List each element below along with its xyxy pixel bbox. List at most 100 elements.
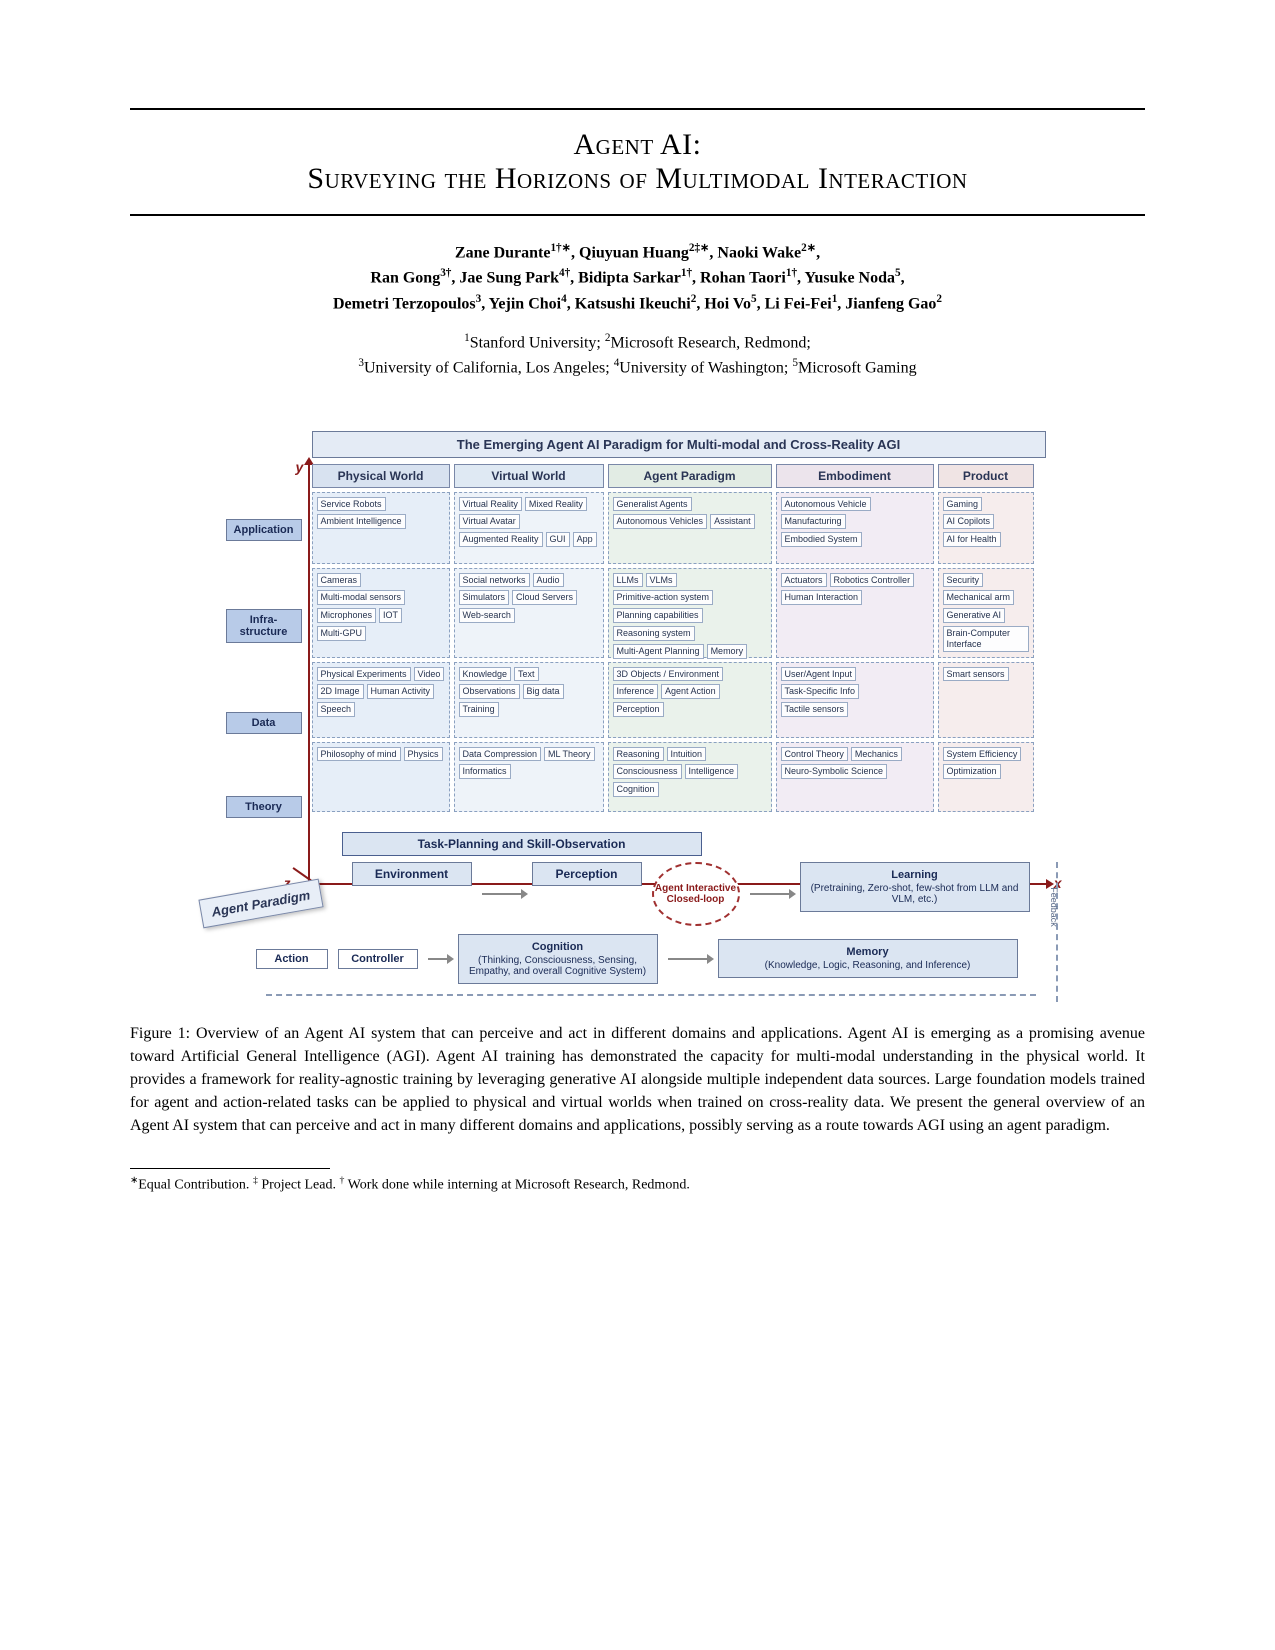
row-label-application: Application: [226, 519, 302, 541]
chip: Service Robots: [317, 497, 386, 512]
arrow-icon: [428, 958, 448, 960]
figure-caption: Figure 1: Overview of an Agent AI system…: [130, 1022, 1145, 1138]
chip: Simulators: [459, 590, 510, 605]
cell-thy-virtual: Data CompressionML TheoryInformatics: [454, 742, 604, 812]
chip: Web-search: [459, 608, 515, 623]
top-rule: [130, 108, 1145, 110]
cognition-sub: (Thinking, Consciousness, Sensing, Empat…: [467, 955, 649, 977]
chip: Consciousness: [613, 764, 682, 779]
closed-loop: Agent Interactive Closed-loop: [652, 862, 740, 926]
cell-dat-embodiment: User/Agent InputTask-Specific InfoTactil…: [776, 662, 934, 738]
chip: Planning capabilities: [613, 608, 703, 623]
chip: LLMs: [613, 573, 643, 588]
memory-title: Memory: [846, 946, 888, 958]
chip: Cameras: [317, 573, 362, 588]
chip: Human Interaction: [781, 590, 863, 605]
arrow-icon: [482, 893, 522, 895]
chip: Agent Action: [661, 684, 720, 699]
chip: Perception: [613, 702, 664, 717]
chip: Mechanical arm: [943, 590, 1015, 605]
chip: 2D Image: [317, 684, 364, 699]
chip: Virtual Avatar: [459, 514, 520, 529]
arrow-icon: [750, 893, 790, 895]
cell-app-product: GamingAI CopilotsAI for Health: [938, 492, 1034, 564]
box-cognition: Cognition (Thinking, Consciousness, Sens…: [458, 934, 658, 984]
box-controller: Controller: [338, 949, 418, 969]
row-theory: Philosophy of mindPhysics Data Compressi…: [312, 742, 1048, 812]
feedback-line: [1056, 862, 1058, 1002]
chip: Video: [414, 667, 445, 682]
chip: Training: [459, 702, 499, 717]
chip: Autonomous Vehicle: [781, 497, 871, 512]
cell-dat-physical: Physical ExperimentsVideo2D ImageHuman A…: [312, 662, 450, 738]
chip: Assistant: [710, 514, 755, 529]
chip: Intelligence: [685, 764, 739, 779]
cell-dat-product: Smart sensors: [938, 662, 1034, 738]
chip: Ambient Intelligence: [317, 514, 406, 529]
chip: Security: [943, 573, 984, 588]
cell-app-physical: Service Robots Ambient Intelligence: [312, 492, 450, 564]
chip: Physical Experiments: [317, 667, 411, 682]
chip: AI Copilots: [943, 514, 995, 529]
chip: GUI: [546, 532, 570, 547]
chip: Mixed Reality: [525, 497, 587, 512]
chip: Social networks: [459, 573, 530, 588]
chip: Multi-GPU: [317, 626, 367, 641]
chip: Generalist Agents: [613, 497, 692, 512]
chip: Robotics Controller: [830, 573, 915, 588]
chip: Observations: [459, 684, 520, 699]
chip: App: [573, 532, 597, 547]
chip: IOT: [379, 608, 402, 623]
col-embodiment: Embodiment: [776, 464, 934, 488]
cell-thy-agent: ReasoningIntuitionConsciousnessIntellige…: [608, 742, 772, 812]
arrow-icon: [668, 958, 708, 960]
chip: Task-Specific Info: [781, 684, 860, 699]
chip: Actuators: [781, 573, 827, 588]
col-physical-world: Physical World: [312, 464, 450, 488]
col-product: Product: [938, 464, 1034, 488]
cell-dat-virtual: KnowledgeTextObservationsBig dataTrainin…: [454, 662, 604, 738]
title-line-2: Surveying the Horizons of Multimodal Int…: [130, 162, 1145, 196]
authors-line-1: Zane Durante1†∗, Qiuyuan Huang2‡∗, Naoki…: [130, 240, 1145, 265]
chip: Smart sensors: [943, 667, 1009, 682]
cell-thy-product: System EfficiencyOptimization: [938, 742, 1034, 812]
chip: Knowledge: [459, 667, 512, 682]
chip: Cloud Servers: [512, 590, 577, 605]
chip: Tactile sensors: [781, 702, 849, 717]
learning-title: Learning: [891, 869, 937, 881]
title-block: Agent AI: Surveying the Horizons of Mult…: [130, 128, 1145, 196]
cell-inf-physical: CamerasMulti-modal sensorsMicrophonesIOT…: [312, 568, 450, 658]
chip: Inference: [613, 684, 659, 699]
chip: Data Compression: [459, 747, 542, 762]
col-agent-paradigm: Agent Paradigm: [608, 464, 772, 488]
feedback-label: Feedback: [1049, 887, 1059, 927]
chip: Primitive-action system: [613, 590, 714, 605]
chip: AI for Health: [943, 532, 1001, 547]
cell-app-virtual: Virtual RealityMixed Reality Virtual Avat…: [454, 492, 604, 564]
chip: Autonomous Vehicles: [613, 514, 708, 529]
chip: Reasoning: [613, 747, 664, 762]
axis-y-label: y: [296, 459, 304, 475]
chip: Generative AI: [943, 608, 1006, 623]
chip: Virtual Reality: [459, 497, 522, 512]
authors: Zane Durante1†∗, Qiuyuan Huang2‡∗, Naoki…: [130, 240, 1145, 316]
chip: 3D Objects / Environment: [613, 667, 724, 682]
cell-thy-embodiment: Control TheoryMechanicsNeuro-Symbolic Sc…: [776, 742, 934, 812]
learning-sub: (Pretraining, Zero-shot, few-shot from L…: [809, 883, 1021, 905]
cell-dat-agent: 3D Objects / Environment InferenceAgent A…: [608, 662, 772, 738]
chip: Physics: [404, 747, 443, 762]
affil-line-1: 1Stanford University; 2Microsoft Researc…: [130, 330, 1145, 355]
figure-1: The Emerging Agent AI Paradigm for Multi…: [130, 431, 1145, 1138]
chip: Reasoning system: [613, 626, 695, 641]
chip: Multi-modal sensors: [317, 590, 406, 605]
cell-inf-virtual: Social networksAudioSimulatorsCloud Serv…: [454, 568, 604, 658]
chip: Philosophy of mind: [317, 747, 401, 762]
chip: Neuro-Symbolic Science: [781, 764, 888, 779]
cell-inf-agent: LLMsVLMsPrimitive-action systemPlanning …: [608, 568, 772, 658]
row-label-data: Data: [226, 712, 302, 734]
cell-app-agent: Generalist Agents Autonomous VehiclesAssi…: [608, 492, 772, 564]
box-memory: Memory (Knowledge, Logic, Reasoning, and…: [718, 939, 1018, 978]
chip: ML Theory: [544, 747, 595, 762]
chip: Text: [514, 667, 539, 682]
chip: System Efficiency: [943, 747, 1022, 762]
